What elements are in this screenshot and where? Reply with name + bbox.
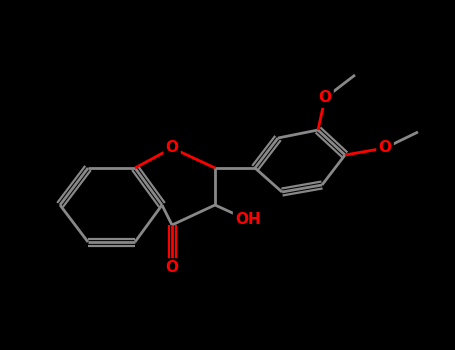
Text: O: O: [166, 260, 178, 275]
Text: OH: OH: [235, 212, 261, 228]
Text: O: O: [379, 140, 391, 155]
Text: O: O: [166, 140, 178, 155]
Text: O: O: [318, 91, 332, 105]
